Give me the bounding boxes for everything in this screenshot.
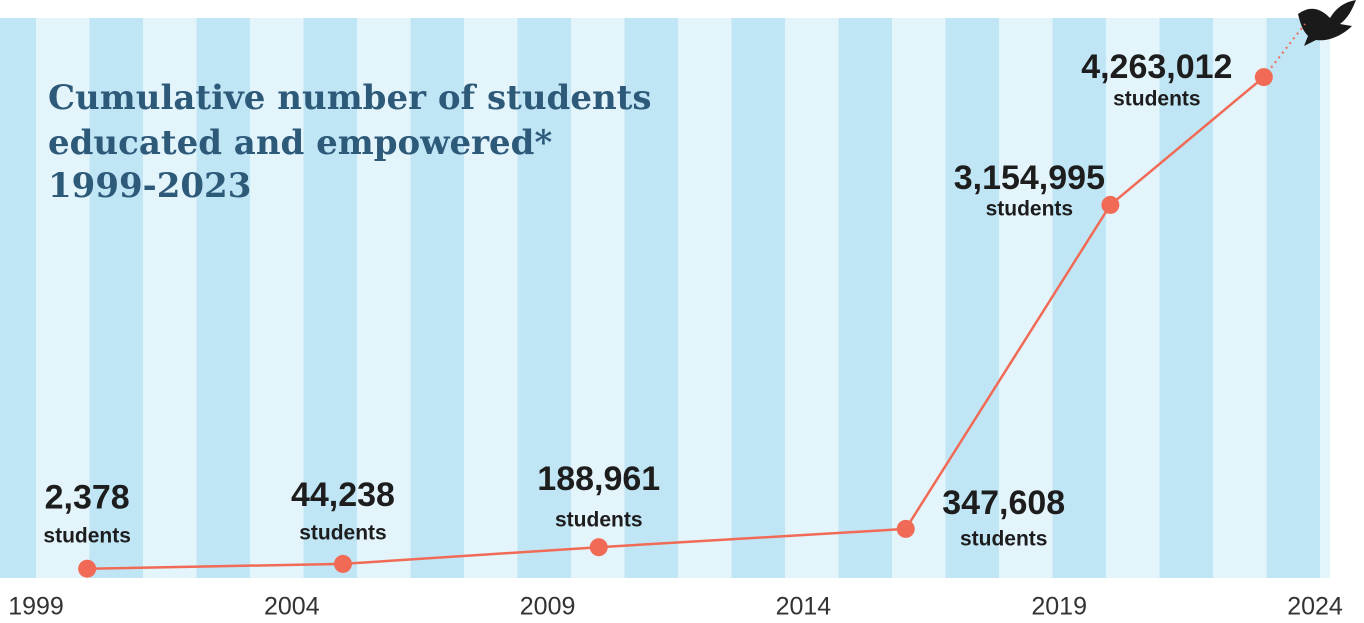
- unit-label: students: [1113, 88, 1201, 111]
- stripe: [36, 18, 90, 578]
- value-label: 2,378: [45, 479, 130, 517]
- unit-label: students: [960, 527, 1048, 550]
- stripe: [303, 18, 357, 578]
- x-tick-label: 2019: [1031, 593, 1087, 621]
- point: [1254, 68, 1273, 87]
- x-tick-label: 2014: [776, 593, 832, 621]
- stripe: [0, 18, 36, 578]
- stripe: [892, 18, 946, 578]
- dove-icon: [1298, 0, 1356, 46]
- stripe: [731, 18, 785, 578]
- stripe: [357, 18, 411, 578]
- stripe: [1106, 18, 1160, 578]
- unit-label: students: [299, 521, 387, 544]
- stripe: [571, 18, 625, 578]
- x-tick-label: 1999: [8, 593, 64, 621]
- stripe: [1266, 18, 1320, 578]
- stripe: [143, 18, 197, 578]
- chart-title: educated and empowered*: [48, 123, 552, 163]
- x-tick-label: 2004: [264, 593, 320, 621]
- trend-extension: [1263, 23, 1306, 78]
- chart-title: 1999-2023: [48, 166, 251, 206]
- stripe: [785, 18, 839, 578]
- point: [589, 538, 608, 557]
- point: [78, 559, 97, 578]
- unit-label: students: [986, 197, 1074, 220]
- value-label: 4,263,012: [1081, 48, 1232, 86]
- stripe: [517, 18, 571, 578]
- unit-label: students: [555, 509, 643, 532]
- stripe: [945, 18, 999, 578]
- stripe: [999, 18, 1053, 578]
- line: [87, 76, 1265, 570]
- value-label: 347,608: [942, 484, 1065, 522]
- value-label: 3,154,995: [954, 159, 1105, 197]
- stripe: [196, 18, 250, 578]
- stripe: [624, 18, 678, 578]
- stripe: [464, 18, 518, 578]
- stripe: [1052, 18, 1106, 578]
- stripe: [1320, 18, 1330, 578]
- stripe: [250, 18, 304, 578]
- background-stripes: [0, 18, 1330, 578]
- point: [1101, 195, 1120, 214]
- stripe: [410, 18, 464, 578]
- point: [333, 554, 352, 573]
- stripe: [89, 18, 143, 578]
- chart-title: Cumulative number of students: [48, 78, 652, 118]
- stripe: [1213, 18, 1267, 578]
- x-tick-label: 2009: [520, 593, 576, 621]
- stripe: [678, 18, 732, 578]
- value-label: 44,238: [291, 476, 395, 514]
- stripe: [1159, 18, 1213, 578]
- stripe: [838, 18, 892, 578]
- value-label: 188,961: [537, 460, 660, 498]
- point: [896, 519, 915, 538]
- unit-label: students: [43, 524, 131, 547]
- x-tick-label: 2024: [1287, 593, 1343, 621]
